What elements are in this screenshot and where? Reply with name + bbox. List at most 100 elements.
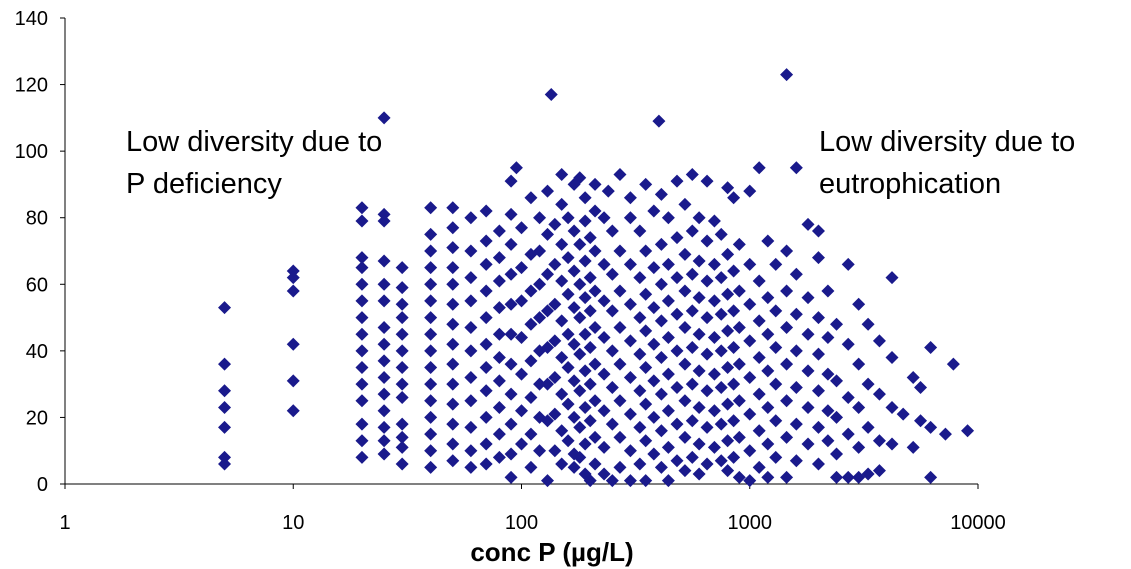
data-point (654, 460, 668, 474)
data-point (395, 344, 409, 358)
data-point (830, 317, 844, 331)
data-point (661, 257, 675, 271)
data-point (424, 277, 438, 291)
data-point (761, 291, 775, 305)
data-point (286, 404, 300, 418)
data-point (654, 387, 668, 401)
data-point (524, 317, 538, 331)
data-point (395, 327, 409, 341)
data-point (707, 440, 721, 454)
data-point (769, 414, 783, 428)
data-point (524, 354, 538, 368)
data-point (218, 420, 232, 434)
annotation-right-line-1: Low diversity due to (819, 126, 1075, 158)
data-point (707, 214, 721, 228)
data-point (286, 271, 300, 285)
data-point (654, 277, 668, 291)
data-point (464, 460, 478, 474)
data-point (732, 321, 746, 335)
data-point (446, 337, 460, 351)
data-point (811, 224, 825, 238)
x-tick-label: 10 (282, 512, 304, 534)
data-point (492, 450, 506, 464)
axes (60, 17, 979, 489)
data-point (464, 344, 478, 358)
data-point (446, 277, 460, 291)
data-point (752, 460, 766, 474)
data-point (623, 407, 637, 421)
data-point (541, 267, 555, 281)
data-point (446, 437, 460, 451)
data-point (583, 341, 597, 355)
data-point (515, 261, 528, 275)
data-point (692, 254, 706, 268)
data-point (377, 404, 391, 418)
data-point (639, 361, 653, 374)
data-point (355, 214, 369, 228)
data-point (769, 341, 783, 355)
data-point (789, 307, 803, 321)
data-point (555, 167, 569, 181)
data-point (548, 217, 562, 231)
data-point (743, 444, 757, 458)
data-point (548, 297, 562, 311)
data-point (678, 284, 692, 298)
x-axis-title: conc P (µg/L) (470, 537, 633, 567)
data-point (841, 337, 855, 351)
data-point (914, 380, 928, 394)
data-point (555, 197, 569, 211)
data-point (555, 274, 569, 288)
data-point (639, 244, 653, 258)
data-point (578, 364, 592, 378)
data-point (685, 304, 699, 318)
data-point (395, 390, 409, 404)
data-point (661, 440, 675, 454)
data-point (801, 437, 815, 451)
data-point (769, 377, 783, 391)
data-point (692, 211, 706, 225)
data-point (424, 344, 438, 358)
data-point (573, 237, 587, 251)
data-point (623, 334, 637, 348)
data-point (678, 430, 692, 444)
data-point (573, 420, 587, 434)
data-point (504, 387, 518, 401)
data-point (492, 251, 506, 265)
data-point (639, 324, 653, 338)
data-point (541, 184, 555, 198)
data-point (492, 301, 506, 315)
data-point (597, 467, 611, 481)
data-point (555, 457, 569, 471)
data-point (700, 234, 714, 248)
data-point (852, 400, 866, 414)
data-point (515, 331, 528, 345)
data-point (479, 437, 493, 451)
data-point (544, 88, 558, 102)
data-point (623, 257, 637, 271)
data-point (721, 397, 735, 411)
data-points (218, 68, 975, 488)
data-point (218, 457, 232, 471)
data-point (721, 361, 735, 374)
data-point (714, 380, 728, 394)
data-point (727, 304, 741, 318)
data-point (548, 334, 562, 348)
data-point (583, 377, 597, 391)
data-point (811, 420, 825, 434)
data-point (727, 414, 741, 428)
data-point (541, 474, 555, 488)
data-point (670, 344, 684, 358)
data-point (633, 224, 647, 238)
data-point (555, 424, 569, 438)
data-point (661, 367, 675, 381)
data-point (597, 257, 611, 271)
data-point (424, 327, 438, 341)
data-point (613, 430, 627, 444)
data-point (533, 211, 547, 225)
data-point (752, 387, 766, 401)
data-point (707, 367, 721, 381)
x-tick-label: 1000 (728, 512, 773, 534)
data-point (515, 437, 528, 451)
data-point (714, 417, 728, 431)
data-point (583, 231, 597, 245)
